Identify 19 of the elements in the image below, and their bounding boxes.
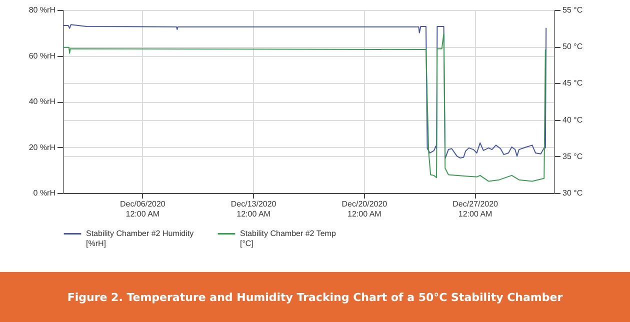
x-tick-label: Dec/20/2020 12:00 AM [342,200,388,218]
legend-label: Stability Chamber #2 Temp [°C] [240,228,336,248]
y-tick-label: 20 %rH [28,142,56,152]
y-tick-label: 60 %rH [28,51,56,60]
x-tick-label: Dec/27/2020 12:00 AM [452,200,499,218]
text: Figure 2. Temperature and Humidity Tracking Chart of a 50°C Stability Chamber [0,272,630,322]
y-tick-label: 80 %rH [28,6,56,14]
y2-tick-label: 45 °C [562,78,583,88]
y-tick-label: 0 %rH [33,188,56,198]
y2-tick-label: 30 °C [562,188,583,198]
x-tick-label: Dec/13/2020 12:00 AM [230,200,277,218]
y2-tick-label: 40 °C [562,115,583,124]
line-series [62,32,546,182]
y2-tick-label: 50 °C [562,42,583,52]
legend-label: Stability Chamber #2 Humidity [%rH] [86,228,194,248]
x-tick-label: Dec/06/2020 12:00 AM [120,200,166,218]
y2-tick-label: 55 °C [562,6,583,14]
y-tick-label: 40 %rH [28,97,56,106]
y2-tick-label: 35 °C [562,152,583,161]
